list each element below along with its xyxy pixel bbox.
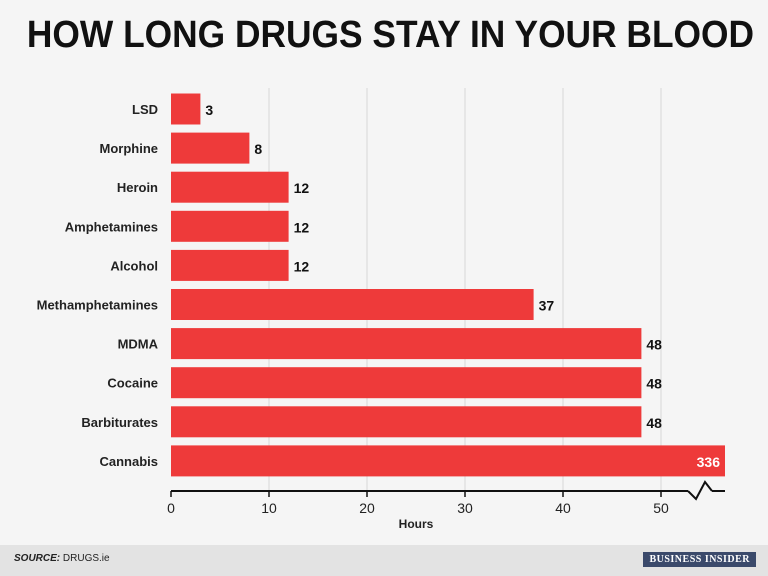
value-label: 8	[254, 141, 262, 157]
footer: SOURCE: DRUGS.ie BUSINESS INSIDER	[0, 545, 768, 576]
category-label: Morphine	[100, 141, 159, 156]
bar	[171, 289, 534, 320]
value-label: 37	[539, 298, 555, 314]
value-label: 336	[697, 454, 721, 470]
value-label: 48	[646, 376, 662, 392]
value-label: 12	[294, 180, 310, 196]
category-label: Cocaine	[107, 376, 158, 391]
x-tick-label: 40	[555, 500, 571, 516]
value-label: 3	[205, 102, 213, 118]
bar	[171, 171, 289, 203]
category-label: Alcohol	[110, 258, 158, 273]
source-value: DRUGS.ie	[62, 553, 110, 564]
value-label: 48	[646, 337, 662, 353]
x-tick-label: 30	[457, 500, 473, 516]
category-label: Barbiturates	[81, 415, 158, 430]
source-label: SOURCE:	[14, 553, 61, 564]
axis-break-mark	[687, 480, 713, 501]
category-label: Amphetamines	[65, 219, 158, 234]
brand-logo: BUSINESS INSIDER	[643, 552, 756, 567]
value-label: 12	[294, 258, 310, 274]
x-tick-label: 50	[653, 500, 669, 516]
x-axis-title: Hours	[399, 517, 434, 531]
category-label: Heroin	[117, 180, 158, 195]
bar	[171, 249, 289, 281]
x-axis: 0 10 20 30 40 50	[167, 480, 725, 516]
x-tick-label: 10	[261, 500, 277, 516]
category-label: LSD	[132, 102, 158, 117]
bar-chart: LSD Morphine Heroin Amphetamines Alcohol Meth…	[37, 88, 725, 531]
category-label: MDMA	[118, 337, 159, 352]
bar	[171, 445, 725, 477]
category-label: Methamphetamines	[37, 298, 158, 313]
bar	[171, 328, 642, 360]
value-labels: 3 8 12 12 12 37 48 48 48 336	[205, 102, 720, 470]
bar	[171, 132, 250, 164]
chart-title: HOW LONG DRUGS STAY IN YOUR BLOOD	[26, 14, 755, 56]
bar	[171, 93, 201, 125]
bars	[171, 93, 725, 477]
bar	[171, 367, 642, 399]
bar	[171, 406, 642, 438]
value-label: 48	[646, 415, 662, 431]
bar	[171, 210, 289, 242]
x-tick-label: 20	[359, 500, 375, 516]
category-label: Cannabis	[99, 454, 158, 469]
source-credit: SOURCE: DRUGS.ie	[14, 553, 110, 564]
category-labels: LSD Morphine Heroin Amphetamines Alcohol Meth…	[37, 102, 159, 469]
x-tick-label: 0	[167, 500, 175, 516]
value-label: 12	[294, 219, 310, 235]
